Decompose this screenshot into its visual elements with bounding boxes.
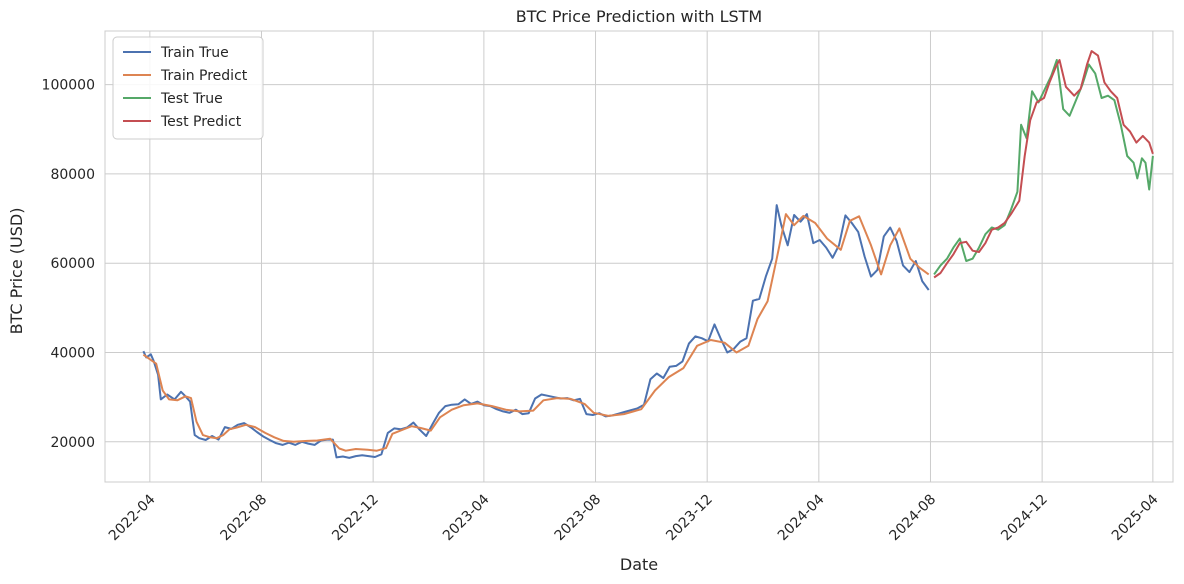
chart-title: BTC Price Prediction with LSTM (516, 7, 762, 26)
legend (112, 36, 264, 140)
x-tick-label: 2023-08 (552, 491, 605, 544)
series-line-train-predict (142, 213, 930, 452)
y-tick-label: 100000 (42, 78, 95, 94)
x-tick-label: 2024-12 (998, 491, 1051, 544)
x-tick-label: 2024-04 (775, 491, 828, 544)
x-tick-label: 2022-04 (106, 491, 159, 544)
x-axis-label: Date (620, 555, 658, 574)
x-tick-label: 2022-12 (329, 491, 382, 544)
series-line-test-predict (933, 50, 1154, 279)
series-line-test-true (933, 59, 1154, 275)
legend-label-test-true: Test True (160, 91, 223, 107)
legend-label-train-predict: Train Predict (160, 68, 248, 84)
x-tick-label: 2025-04 (1109, 491, 1162, 544)
y-tick-label: 60000 (50, 256, 95, 272)
series-line-train-true (142, 204, 930, 459)
x-tick-label: 2023-04 (440, 491, 493, 544)
x-tick-label: 2024-08 (887, 491, 940, 544)
legend-label-train-true: Train True (160, 45, 229, 61)
y-tick-label: 80000 (50, 167, 95, 183)
y-tick-label: 20000 (50, 435, 95, 451)
y-axis-label: BTC Price (USD) (7, 208, 26, 335)
plot-area: 20000 40000 60000 80000 100000 2022-04 2022-08… (42, 30, 1174, 544)
legend-label-test-predict: Test Predict (160, 114, 242, 130)
x-tick-label: 2023-12 (663, 491, 716, 544)
x-tick-label: 2022-08 (218, 491, 271, 544)
plot-frame (104, 30, 1174, 483)
y-tick-label: 40000 (50, 346, 95, 362)
